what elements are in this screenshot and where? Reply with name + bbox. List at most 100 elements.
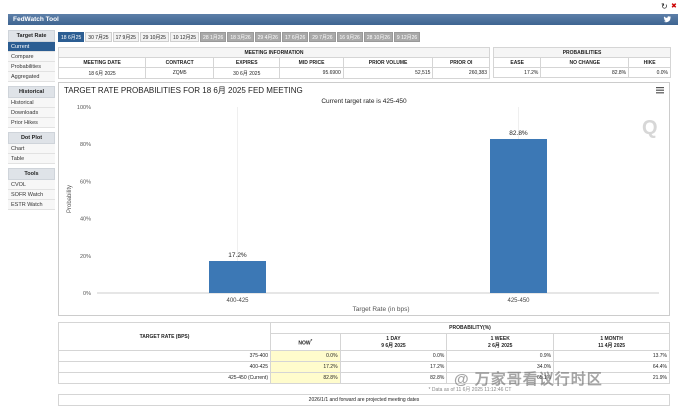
one-month-cell: 13.7% <box>553 350 670 362</box>
probabilities-title: PROBABILITIES <box>493 47 671 58</box>
meeting-date-value: 18 6月 2025 <box>57 67 147 79</box>
sidebar-item-estr-watch[interactable]: ESTR Watch <box>8 200 55 210</box>
sidebar: Target Rate Current Compare Probabilitie… <box>8 28 55 210</box>
header-expires: EXPIRES <box>213 57 281 68</box>
tab-meeting-1[interactable]: 30 7月25 <box>85 32 112 42</box>
y-tick-label: 20% <box>80 254 91 260</box>
probability-bar-chart: TARGET RATE PROBABILITIES FOR 18 6月 2025… <box>64 86 664 313</box>
table-row: 375-400 0.0% 0.0% 0.9% 13.7% <box>58 350 670 362</box>
probability-history-table: TARGET RATE (BPS) PROBABILITY(%) NOW* 1 … <box>58 322 670 406</box>
sidebar-item-table[interactable]: Table <box>8 154 55 164</box>
bar-value-label: 17.2% <box>228 252 247 259</box>
app-title-bar: FedWatch Tool <box>8 14 678 25</box>
header-contract: CONTRACT <box>145 57 215 68</box>
one-month-cell: 21.9% <box>553 372 670 384</box>
y-tick-label: 100% <box>77 105 91 111</box>
y-tick-label: 80% <box>80 142 91 148</box>
tab-meeting-6[interactable]: 18 3月26 <box>227 32 254 42</box>
tab-meeting-9[interactable]: 29 7月26 <box>309 32 336 42</box>
sidebar-item-chart[interactable]: Chart <box>8 144 55 154</box>
refresh-icon[interactable]: ↻ <box>661 2 668 11</box>
no-change-value: 82.8% <box>540 67 630 78</box>
sidebar-item-compare[interactable]: Compare <box>8 52 55 62</box>
prior-volume-value: 52,515 <box>342 67 434 79</box>
header-1-day: 1 DAY 9 6月 2025 <box>339 333 448 351</box>
sidebar-item-historical[interactable]: Historical <box>8 98 55 108</box>
table-row: 425-450 (Current) 82.8% 82.8% 65.1% 21.9… <box>58 372 670 384</box>
header-prior-oi: PRIOR OI <box>432 57 490 68</box>
bar-value-label: 82.8% <box>509 130 528 137</box>
overlay-watermark: @ 万家哥看议行时区 <box>454 371 603 388</box>
header-prior-volume: PRIOR VOLUME <box>342 57 434 68</box>
header-now: NOW* <box>270 333 341 351</box>
x-axis-label: Target Rate (in bps) <box>352 306 409 313</box>
probability-chart-panel: TARGET RATE PROBABILITIES FOR 18 6月 2025… <box>58 82 670 316</box>
tab-meeting-10[interactable]: 16 9月26 <box>336 32 363 42</box>
tab-meeting-4[interactable]: 10 12月25 <box>169 32 200 42</box>
tab-meeting-3[interactable]: 29 10月25 <box>139 32 169 42</box>
now-cell: 82.8% <box>270 372 341 384</box>
expires-value: 30 6月 2025 <box>213 67 281 79</box>
header-1-week: 1 WEEK 2 6月 2025 <box>446 333 555 351</box>
sidebar-item-probabilities[interactable]: Probabilities <box>8 62 55 72</box>
mid-price-value: 95.6900 <box>279 67 344 79</box>
bar-400-425 <box>209 261 266 293</box>
meeting-information-title: MEETING INFORMATION <box>58 47 490 58</box>
header-meeting-date: MEETING DATE <box>57 57 147 68</box>
one-day-cell: 17.2% <box>339 361 448 373</box>
hike-value: 0.0% <box>628 67 671 78</box>
y-axis-label: Probability <box>67 185 73 213</box>
contract-value: ZQM5 <box>145 67 215 79</box>
close-icon[interactable]: ✖ <box>671 3 677 10</box>
one-week-cell: 0.9% <box>446 350 555 362</box>
tab-meeting-2[interactable]: 17 9月25 <box>112 32 139 42</box>
header-target-rate-bps: TARGET RATE (BPS) <box>58 322 271 351</box>
hamburger-menu-icon[interactable] <box>656 87 664 94</box>
one-day-cell: 0.0% <box>339 350 448 362</box>
tab-meeting-5[interactable]: 28 1月26 <box>200 32 227 42</box>
data-timestamp-note: * Data as of 11 6月 2025 11:12:46 CT <box>428 386 512 393</box>
tab-meeting-7[interactable]: 29 4月26 <box>254 32 281 42</box>
header-hike: HIKE <box>628 57 671 68</box>
header-1-month-date: 11 4月 2025 <box>598 342 626 349</box>
header-ease: EASE <box>492 57 542 68</box>
one-day-cell: 82.8% <box>339 372 448 384</box>
q-watermark-logo: Q <box>642 117 658 139</box>
chart-title: TARGET RATE PROBABILITIES FOR 18 6月 2025… <box>64 86 303 95</box>
sidebar-heading-tools: Tools <box>8 168 55 180</box>
sidebar-item-current[interactable]: Current <box>8 42 55 52</box>
y-tick-label: 0% <box>83 291 91 297</box>
y-tick-label: 60% <box>80 179 91 185</box>
meeting-date-tabs: 18 6月25 30 7月25 17 9月25 29 10月25 10 12月25 28 … <box>58 32 421 42</box>
tab-meeting-11[interactable]: 28 10月26 <box>363 32 393 42</box>
header-1-month: 1 MONTH 11 4月 2025 <box>553 333 670 351</box>
rate-cell: 425-450 (Current) <box>58 372 271 384</box>
header-now-note-mark: * <box>310 337 313 343</box>
sidebar-item-aggregated[interactable]: Aggregated <box>8 72 55 82</box>
prior-oi-value: 260,383 <box>432 67 490 79</box>
sidebar-item-downloads[interactable]: Downloads <box>8 108 55 118</box>
x-tick-label: 425-450 <box>507 298 530 304</box>
header-mid-price: MID PRICE <box>279 57 344 68</box>
now-cell: 17.2% <box>270 361 341 373</box>
sidebar-item-cvol[interactable]: CVOL <box>8 180 55 190</box>
sidebar-item-prior-hikes[interactable]: Prior Hikes <box>8 118 55 128</box>
now-cell: 0.0% <box>270 350 341 362</box>
sidebar-item-sofr-watch[interactable]: SOFR Watch <box>8 190 55 200</box>
ease-value: 17.2% <box>492 67 542 78</box>
header-no-change: NO CHANGE <box>540 57 630 68</box>
chart-subtitle: Current target rate is 425-450 <box>321 98 407 105</box>
bar-425-450 <box>490 138 547 293</box>
sidebar-heading-dot-plot: Dot Plot <box>8 132 55 144</box>
header-1-day-date: 9 6月 2025 <box>381 342 406 349</box>
sidebar-heading-target-rate: Target Rate <box>8 30 55 42</box>
probabilities-summary-table: PROBABILITIES EASE NO CHANGE HIKE 17.2% … <box>492 47 671 78</box>
sidebar-heading-historical: Historical <box>8 86 55 98</box>
rate-cell: 400-425 <box>58 361 271 373</box>
twitter-icon[interactable] <box>663 15 672 24</box>
header-1-week-date: 2 6月 2025 <box>487 342 513 349</box>
header-probability-group: PROBABILITY(%) <box>270 322 670 334</box>
tab-meeting-0[interactable]: 18 6月25 <box>58 32 85 42</box>
tab-meeting-8[interactable]: 17 6月26 <box>281 32 309 42</box>
tab-meeting-12[interactable]: 9 12月26 <box>393 32 421 42</box>
